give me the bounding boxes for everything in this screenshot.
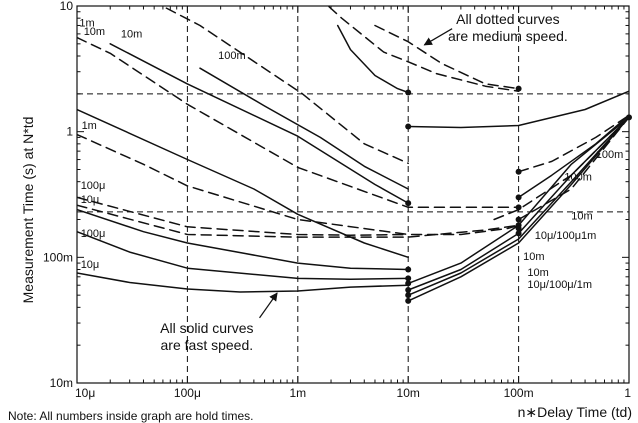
data-point-1 xyxy=(405,123,412,130)
plot-frame xyxy=(76,5,630,384)
curve-label: 10μ/100μ/1m xyxy=(527,279,592,291)
annotation-text-1-0: All solid curves xyxy=(160,320,253,336)
curve-label: 10m xyxy=(130,0,151,1)
series-line-22 xyxy=(517,116,629,221)
curve-label: 100μ xyxy=(81,180,106,192)
annotation-arrow-1 xyxy=(259,292,278,319)
data-point-5 xyxy=(405,280,412,287)
series-line-10 xyxy=(77,196,409,236)
data-point-4 xyxy=(405,275,412,282)
x-tick-label: 10μ xyxy=(75,386,95,400)
data-point-15 xyxy=(515,225,522,232)
y-tick-label: 100m xyxy=(43,250,73,264)
series-line-3 xyxy=(336,24,409,94)
curve-label: 10m xyxy=(84,26,105,38)
series-line-9 xyxy=(77,108,409,259)
y-tick-label: 10m xyxy=(50,376,73,390)
data-point-11 xyxy=(515,194,522,201)
series-line-8 xyxy=(77,133,520,236)
curve-label: 10m xyxy=(523,251,544,263)
annotation-text-0-1: are medium speed. xyxy=(448,28,568,44)
data-point-2 xyxy=(405,200,412,207)
x-tick-label: 100m xyxy=(504,386,534,400)
curve-label: 100m xyxy=(218,50,246,62)
curve-label: 100m xyxy=(564,171,592,183)
curve-label: 10μ xyxy=(81,194,100,206)
x-axis-label: n∗Delay Time (td) xyxy=(518,404,632,420)
series-line-17 xyxy=(407,116,629,302)
data-point-12 xyxy=(515,204,522,211)
data-point-10 xyxy=(515,168,522,175)
series-line-16 xyxy=(517,114,629,199)
x-tick-label: 1m xyxy=(289,386,306,400)
series-line-21 xyxy=(493,116,629,221)
curve-label: 10μ xyxy=(81,259,100,271)
series-line-11 xyxy=(77,204,520,238)
series-line-4 xyxy=(407,90,629,129)
series-line-0 xyxy=(160,6,409,165)
data-point-16 xyxy=(515,230,522,237)
data-point-8 xyxy=(405,297,412,304)
curve-labels: 10m100m10m1m10m100m1m100μ10μ100μ10μ100m1… xyxy=(79,0,623,291)
curve-label: 100m xyxy=(596,149,624,161)
series-line-14 xyxy=(77,272,409,293)
y-tick-label: 1 xyxy=(66,125,73,139)
x-tick-label: 10m xyxy=(397,386,420,400)
curves xyxy=(77,6,629,302)
curve-label: 10μ/100μ1m xyxy=(535,230,597,242)
series-line-6 xyxy=(109,43,409,204)
data-point-9 xyxy=(515,85,522,92)
data-point-17 xyxy=(626,114,632,121)
data-point-13 xyxy=(515,216,522,223)
curve-label: 10m xyxy=(527,267,548,279)
annotation-text-0-0: All dotted curves xyxy=(456,11,560,27)
annotation-text-1-1: are fast speed. xyxy=(161,337,254,353)
annotation-arrow-0 xyxy=(423,28,453,46)
data-markers xyxy=(405,85,632,304)
x-tick-label: 100μ xyxy=(174,386,201,400)
series-line-13 xyxy=(77,230,409,280)
y-axis-label: Measurement Time (s) at N*td xyxy=(20,117,36,304)
x-tick-label: 1 xyxy=(624,386,631,400)
curve-label: 1m xyxy=(82,120,97,132)
curve-label: 100μ xyxy=(81,228,106,240)
curve-label: 10m xyxy=(571,211,592,223)
plot-area: 10μ100μ1m10m100m1101100m10m10m100m10m1m1… xyxy=(43,0,632,400)
tick-marks xyxy=(76,5,630,384)
data-point-6 xyxy=(405,286,412,293)
series-line-12 xyxy=(77,208,409,271)
series-line-1 xyxy=(327,6,520,92)
data-point-0 xyxy=(405,89,412,96)
y-tick-label: 10 xyxy=(60,0,74,13)
grid-lines xyxy=(77,6,629,383)
curve-label: 1m xyxy=(79,17,94,29)
series-line-18 xyxy=(407,116,629,296)
series-line-15 xyxy=(517,114,629,173)
note-text: Note: All numbers inside graph are hold … xyxy=(8,409,253,423)
series-line-2 xyxy=(374,24,520,90)
series-line-7 xyxy=(199,67,409,190)
data-point-3 xyxy=(405,266,412,273)
curve-label: 10m xyxy=(121,29,142,41)
series-line-5 xyxy=(77,36,520,209)
data-point-7 xyxy=(405,292,412,299)
